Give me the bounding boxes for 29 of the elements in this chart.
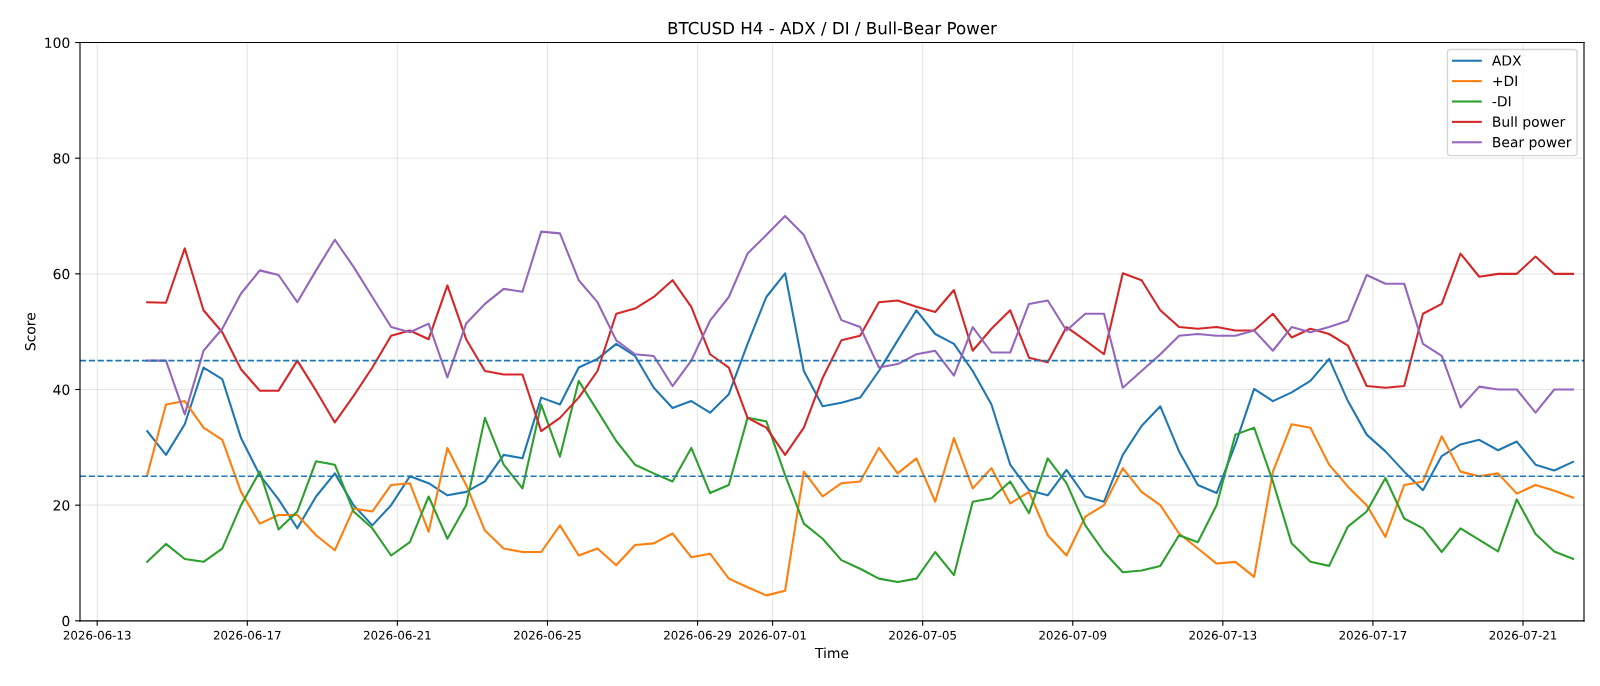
chart-title: BTCUSD H4 - ADX / DI / Bull-Bear Power (668, 21, 997, 36)
x-tick-label: 2026-06-13 (63, 630, 131, 640)
x-tick-label: 2026-06-17 (213, 630, 281, 640)
line-series (146, 400, 1575, 597)
x-tick-label: 2026-06-25 (514, 630, 581, 640)
x-tick-label: 2026-07-09 (1039, 630, 1107, 640)
y-tick-label: 20 (53, 500, 70, 511)
x-tick-label: 2026-07-17 (1339, 630, 1407, 640)
x-tick-label: 2026-07-05 (889, 630, 956, 640)
line-series (146, 214, 1575, 416)
y-tick-label: 100 (45, 37, 70, 49)
line-series (146, 247, 1575, 456)
x-tick-label: 2026-07-21 (1489, 630, 1557, 640)
y-tick-label: 80 (53, 153, 70, 164)
y-axis-title: Score (25, 312, 36, 351)
x-tick-label: 2026-06-29 (664, 630, 732, 640)
legend-label: Bull power (1493, 116, 1566, 130)
y-tick-label: 40 (53, 384, 70, 395)
x-tick-label: 2026-07-13 (1189, 630, 1257, 640)
x-tick-label: 2026-07-01 (739, 630, 806, 640)
x-tick-label: 2026-06-21 (363, 630, 431, 640)
y-tick-label: 0 (62, 615, 70, 627)
x-axis-title: Time (814, 647, 849, 659)
legend-label: -DI (1492, 96, 1511, 107)
line-series (146, 379, 1575, 584)
legend-label: ADX (1491, 55, 1522, 66)
legend-label: +DI (1493, 75, 1517, 86)
y-tick-label: 60 (53, 268, 70, 280)
legend-label: Bear power (1493, 137, 1572, 151)
